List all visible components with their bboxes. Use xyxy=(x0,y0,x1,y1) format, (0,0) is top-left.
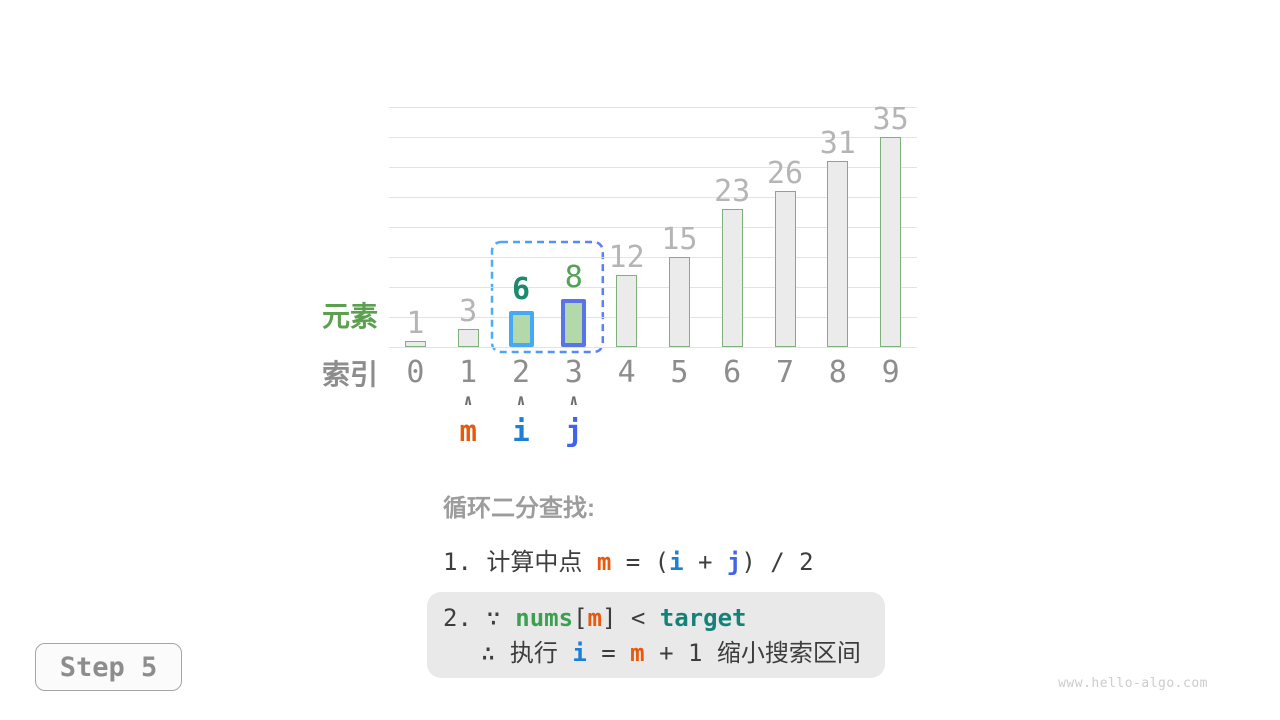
text-token: j xyxy=(726,548,742,576)
step-badge-label: Step 5 xyxy=(59,651,158,683)
gridline xyxy=(389,197,917,198)
bar-value-label: 23 xyxy=(714,174,751,209)
text-token: i xyxy=(669,548,684,576)
bar xyxy=(508,311,534,347)
bar-value-label: 15 xyxy=(661,222,698,257)
step-badge: Step 5 xyxy=(35,643,182,691)
explanation-title: 循环二分查找: xyxy=(443,495,595,522)
text-token: m xyxy=(630,639,645,667)
bar xyxy=(404,341,426,347)
text-token: ∵ xyxy=(486,604,516,632)
bar xyxy=(774,191,796,347)
bar xyxy=(880,137,902,347)
bar xyxy=(616,275,638,347)
text-token: = ( xyxy=(611,548,670,576)
text-token: ∴ 执行 xyxy=(481,639,573,667)
bar xyxy=(457,329,479,347)
index-label: 5 xyxy=(670,355,689,390)
index-label: 4 xyxy=(617,355,636,390)
watermark: www.hello-algo.com xyxy=(1058,676,1208,691)
bar-value-label: 1 xyxy=(406,306,425,341)
text-token: nums xyxy=(515,604,574,632)
pointer-caret-icon: ∧ xyxy=(463,391,473,409)
pointer-caret-icon: ∧ xyxy=(569,391,579,409)
text-token: + 1 缩小搜索区间 xyxy=(644,639,861,667)
index-label: 7 xyxy=(775,355,795,390)
pointer-label-m: m xyxy=(459,414,477,448)
bar-value-label: 35 xyxy=(872,102,909,137)
pointer-label-i: i xyxy=(512,414,530,448)
text-token: i xyxy=(572,639,587,667)
bar-value-label: 8 xyxy=(564,260,583,295)
explanation-step-1: 1. 计算中点 m = (i + j) / 2 xyxy=(443,547,814,577)
index-label: 2 xyxy=(511,355,531,390)
index-label: 3 xyxy=(564,355,583,390)
explanation-step-2-box: 2. ∵ nums[m] < target ∴ 执行 i = m + 1 缩小搜… xyxy=(427,592,885,678)
index-label: 0 xyxy=(406,355,425,390)
index-label: 8 xyxy=(828,355,847,390)
text-token: 1. xyxy=(443,548,487,576)
index-label: 9 xyxy=(881,355,900,390)
gridline xyxy=(389,167,917,168)
explanation-step-2-line-2: ∴ 执行 i = m + 1 缩小搜索区间 xyxy=(481,638,885,668)
axis-label-index: 索引 xyxy=(321,359,378,390)
bar xyxy=(827,161,849,347)
text-token: + xyxy=(683,548,727,576)
text-token: 2. xyxy=(443,604,487,632)
axis-label-element: 元素 xyxy=(321,301,378,332)
bar-value-label: 31 xyxy=(819,126,856,161)
bar-value-label: 6 xyxy=(511,272,531,307)
gridline xyxy=(389,137,917,138)
pointer-label-j: j xyxy=(565,414,583,448)
bar-value-label: 12 xyxy=(608,240,645,275)
text-token: ] < xyxy=(601,604,660,632)
bar-value-label: 3 xyxy=(459,294,478,329)
text-token: m xyxy=(587,604,602,632)
text-token: [ xyxy=(573,604,588,632)
bar xyxy=(721,209,743,347)
gridline xyxy=(389,227,917,228)
text-token: 计算中点 xyxy=(486,548,597,576)
gridline xyxy=(389,287,917,288)
bar-value-label: 26 xyxy=(766,156,804,191)
bar xyxy=(668,257,690,347)
text-token: = xyxy=(586,639,631,667)
gridline xyxy=(389,317,917,318)
explanation-step-2-line-1: 2. ∵ nums[m] < target xyxy=(443,603,885,633)
gridline xyxy=(389,347,917,348)
text-token: target xyxy=(659,604,747,632)
bar xyxy=(561,299,587,347)
gridline xyxy=(389,257,917,258)
index-label: 1 xyxy=(459,355,478,390)
pointer-caret-icon: ∧ xyxy=(516,391,526,409)
text-token: ) / 2 xyxy=(741,548,814,576)
index-label: 6 xyxy=(723,355,742,390)
text-token: m xyxy=(596,548,612,576)
gridline xyxy=(389,107,917,108)
